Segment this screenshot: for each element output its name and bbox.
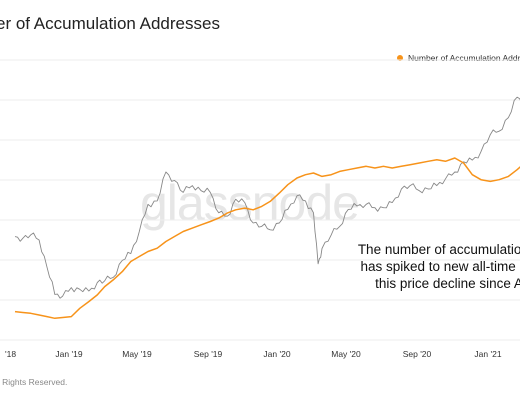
grid-lines xyxy=(0,59,520,341)
x-tick-label-2: May '19 xyxy=(122,349,152,359)
annotation-line-1: The number of accumulation a xyxy=(357,242,520,257)
chart-title: er of Accumulation Addresses xyxy=(0,14,220,33)
x-tick-label-7: Jan '21 xyxy=(474,349,501,359)
price-line xyxy=(14,96,520,299)
x-tick-label-4: Jan '20 xyxy=(263,349,290,359)
series-lines xyxy=(14,96,520,320)
annotation-line-2: has spiked to new all-time hig xyxy=(360,259,520,274)
x-axis-ticks: '18 Jan '19 May '19 Sep '19 Jan '20 May '20 Se… xyxy=(5,349,502,359)
annotation: The number of accumulation a has spiked … xyxy=(349,241,520,292)
x-tick-label-3: Sep '19 xyxy=(194,349,223,359)
x-tick-label-6: Sep '20 xyxy=(403,349,432,359)
x-tick-label-1: Jan '19 xyxy=(55,349,82,359)
copyright-footer: ll Rights Reserved. xyxy=(0,377,68,387)
legend-swatch-accumulation xyxy=(397,55,403,61)
legend[interactable]: Number of Accumulation Addresses xyxy=(397,53,520,63)
watermark: glassnode xyxy=(140,175,360,231)
x-tick-label-5: May '20 xyxy=(331,349,361,359)
accumulation-line xyxy=(14,157,520,320)
annotation-line-3: this price decline since A xyxy=(375,276,520,291)
legend-label-accumulation: Number of Accumulation Addresses xyxy=(408,53,520,63)
x-tick-label-0: '18 xyxy=(5,349,16,359)
